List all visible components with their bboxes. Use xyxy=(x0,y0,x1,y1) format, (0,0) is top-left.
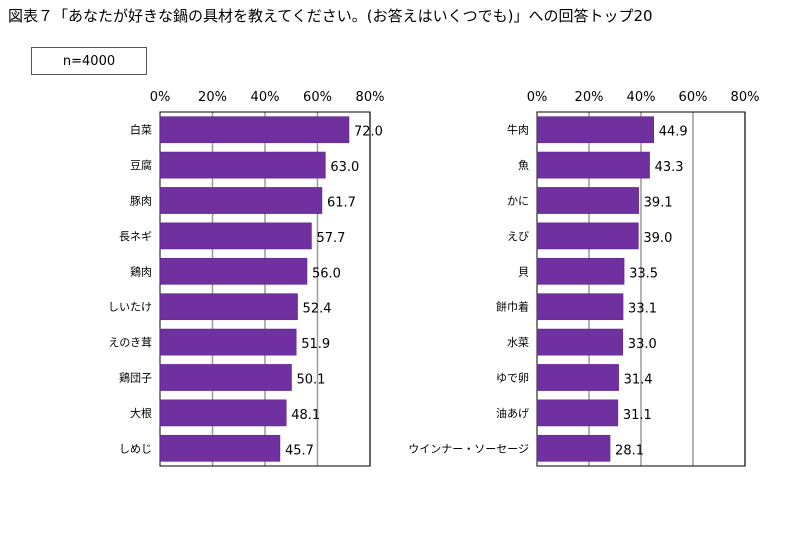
data-label: 33.5 xyxy=(629,266,658,281)
category-label: 水菜 xyxy=(507,336,529,349)
data-label: 28.1 xyxy=(615,443,644,458)
category-label: ウインナー・ソーセージ xyxy=(408,442,529,455)
tick-label: 0% xyxy=(150,90,171,105)
category-label: 白菜 xyxy=(130,123,152,137)
bar xyxy=(536,116,654,144)
bar xyxy=(159,187,323,214)
data-label: 31.4 xyxy=(624,373,653,388)
category-label: 大根 xyxy=(130,406,152,420)
bar xyxy=(536,293,624,321)
bar xyxy=(536,222,639,250)
bar xyxy=(536,257,625,285)
category-label: 長ネギ xyxy=(119,230,152,243)
tick-label: 20% xyxy=(575,90,604,105)
bar xyxy=(159,328,297,356)
bar xyxy=(536,187,639,214)
category-label: 牛肉 xyxy=(507,123,529,137)
data-label: 44.9 xyxy=(659,125,688,140)
data-label: 52.4 xyxy=(303,302,332,317)
category-label: えび xyxy=(507,230,529,243)
tick-label: 40% xyxy=(627,90,656,105)
bar xyxy=(159,293,298,321)
bar xyxy=(159,257,308,285)
tick-label: 80% xyxy=(356,90,385,105)
plot-frame xyxy=(159,111,371,467)
figure-title: 図表７「あなたが好きな鍋の具材を教えてください。(お答えはいくつでも)」への回答… xyxy=(8,7,653,25)
data-label: 72.0 xyxy=(354,125,383,140)
category-label: えのき茸 xyxy=(108,336,152,349)
data-label: 63.0 xyxy=(330,160,359,175)
bar xyxy=(536,328,624,356)
sample-size-label: n=4000 xyxy=(62,53,116,69)
category-label: しいたけ xyxy=(108,301,152,314)
bar xyxy=(159,434,281,462)
tick-label: 80% xyxy=(731,90,760,105)
tick-label: 40% xyxy=(251,90,280,105)
bar xyxy=(536,399,619,427)
tick-label: 60% xyxy=(303,90,332,105)
category-label: 油あげ xyxy=(496,406,529,420)
category-label: 魚 xyxy=(518,159,529,172)
data-label: 61.7 xyxy=(327,196,356,211)
tick-label: 0% xyxy=(527,90,548,105)
tick-label: 20% xyxy=(198,90,227,105)
sample-size-box: n=4000 xyxy=(31,47,147,75)
data-label: 39.1 xyxy=(644,196,673,211)
bar xyxy=(536,151,650,179)
category-label: ゆで卵 xyxy=(496,372,529,385)
bar xyxy=(159,116,350,144)
data-label: 56.0 xyxy=(312,266,341,281)
plot-frame xyxy=(536,111,746,467)
data-label: 43.3 xyxy=(655,160,684,175)
category-label: 豆腐 xyxy=(130,158,152,172)
bar xyxy=(159,364,292,391)
bar xyxy=(536,364,619,391)
data-label: 50.1 xyxy=(297,373,326,388)
data-label: 33.0 xyxy=(628,337,657,352)
data-label: 45.7 xyxy=(285,443,314,458)
category-label: しめじ xyxy=(119,442,152,455)
data-label: 57.7 xyxy=(316,231,345,246)
data-label: 33.1 xyxy=(628,302,657,317)
category-label: 餅巾着 xyxy=(496,300,529,314)
category-label: 鶏肉 xyxy=(130,264,152,278)
category-label: かに xyxy=(507,195,529,208)
data-label: 39.0 xyxy=(643,231,672,246)
tick-label: 60% xyxy=(679,90,708,105)
bar xyxy=(159,222,312,250)
category-label: 貝 xyxy=(518,265,529,278)
bar xyxy=(159,399,287,427)
bar xyxy=(536,434,611,462)
data-label: 51.9 xyxy=(301,337,330,352)
category-label: 豚肉 xyxy=(130,195,152,208)
data-label: 48.1 xyxy=(291,408,320,423)
data-label: 31.1 xyxy=(623,408,652,423)
category-label: 鶏団子 xyxy=(119,371,152,385)
bar xyxy=(159,151,326,179)
